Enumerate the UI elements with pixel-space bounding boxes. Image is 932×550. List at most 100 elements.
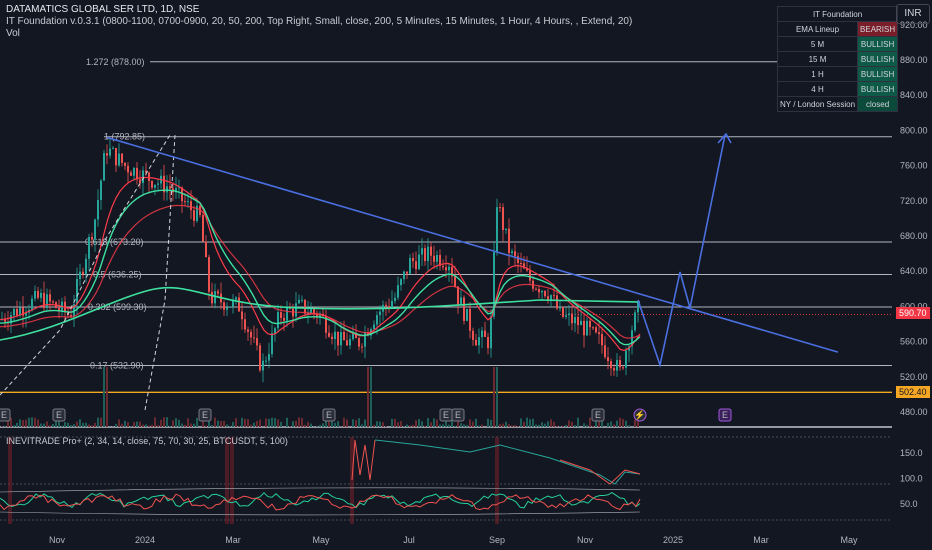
support-price-tag: 502.40 bbox=[896, 386, 930, 398]
candle bbox=[22, 307, 24, 316]
candle bbox=[433, 255, 435, 262]
candle bbox=[445, 267, 447, 271]
volume-bar bbox=[343, 417, 345, 427]
volume-bar bbox=[472, 421, 474, 427]
volume-bar bbox=[118, 419, 120, 427]
volume-bar bbox=[325, 417, 327, 427]
candle bbox=[574, 316, 576, 324]
earnings-marker bbox=[198, 408, 212, 422]
volume-bar bbox=[58, 419, 60, 427]
volume-bar bbox=[403, 426, 405, 427]
volume-bar bbox=[523, 421, 525, 427]
candle bbox=[103, 153, 105, 181]
candle bbox=[613, 368, 615, 371]
volume-bar bbox=[373, 424, 375, 427]
volume-bar bbox=[16, 422, 18, 427]
candle bbox=[109, 148, 111, 156]
price-axis-tick: 720.00 bbox=[900, 196, 928, 206]
ema-mid-line bbox=[0, 204, 641, 339]
candle bbox=[319, 313, 321, 318]
oscillator-upper-red bbox=[559, 459, 641, 485]
candle bbox=[487, 336, 489, 349]
candle bbox=[496, 207, 498, 253]
volume-bar bbox=[304, 424, 306, 427]
volume-bar bbox=[331, 421, 333, 427]
volume-bar bbox=[121, 423, 123, 427]
volume-bar bbox=[103, 367, 105, 427]
earnings-marker bbox=[451, 408, 465, 422]
candle bbox=[136, 167, 138, 180]
candle bbox=[544, 291, 546, 297]
volume-bar bbox=[295, 420, 297, 427]
volume-bar bbox=[601, 419, 603, 427]
oscillator-signal-bar bbox=[8, 437, 12, 524]
candle bbox=[208, 257, 210, 292]
volume-bar bbox=[469, 419, 471, 427]
tf-5m-status: BULLISH bbox=[857, 36, 899, 52]
candle bbox=[13, 308, 15, 316]
volume-bar bbox=[220, 420, 222, 427]
candle bbox=[385, 304, 387, 307]
volume-bar bbox=[616, 420, 618, 427]
candle bbox=[517, 256, 519, 263]
candle bbox=[454, 276, 456, 287]
candle bbox=[100, 180, 102, 201]
tf-15m-status: BULLISH bbox=[857, 51, 899, 67]
volume-bar bbox=[508, 424, 510, 427]
earnings-marker-label: E bbox=[56, 410, 62, 420]
candle bbox=[484, 330, 486, 337]
fib-level-label: 0.382 (599.30) bbox=[88, 302, 147, 312]
candle bbox=[169, 186, 171, 189]
candle bbox=[166, 186, 168, 193]
price-axis-tick: 760.00 bbox=[900, 161, 928, 171]
indicator-legend[interactable]: IT Foundation v.0.3.1 (0800-1100, 0700-0… bbox=[6, 16, 633, 27]
oscillator-slow-line bbox=[0, 493, 641, 511]
volume-bar bbox=[124, 420, 126, 427]
volume-bar bbox=[226, 424, 228, 427]
oscillator-band-upper bbox=[0, 487, 641, 493]
volume-bar bbox=[511, 425, 513, 427]
volume-bar bbox=[196, 417, 198, 427]
oscillator-signal-bar bbox=[225, 437, 229, 524]
candle bbox=[463, 297, 465, 321]
earnings-marker-label: E bbox=[595, 410, 601, 420]
volume-legend[interactable]: Vol bbox=[6, 28, 20, 39]
candle bbox=[592, 327, 594, 329]
candle bbox=[475, 339, 477, 346]
candle bbox=[529, 270, 531, 281]
time-axis-label: 2024 bbox=[135, 535, 155, 545]
volume-bar bbox=[247, 419, 249, 427]
symbol-title[interactable]: DATAMATICS GLOBAL SER LTD, 1D, NSE bbox=[6, 4, 200, 15]
tf-1h-status: BULLISH bbox=[857, 66, 899, 82]
volume-bar bbox=[367, 367, 369, 427]
earnings-marker bbox=[591, 408, 605, 422]
volume-bar bbox=[355, 420, 357, 427]
volume-bar bbox=[91, 425, 93, 427]
volume-bar bbox=[43, 423, 45, 427]
volume-bar bbox=[79, 419, 81, 427]
earnings-marker bbox=[0, 408, 11, 422]
volume-bar bbox=[592, 425, 594, 427]
volume-bar bbox=[4, 425, 6, 427]
oscillator-legend[interactable]: INEVITRADE Pro+ (2, 34, 14, close, 75, 7… bbox=[6, 436, 288, 446]
candle bbox=[196, 205, 198, 221]
table-row-label: 4 H bbox=[776, 81, 859, 97]
currency-selector[interactable]: INR bbox=[896, 4, 930, 24]
candle bbox=[619, 360, 621, 368]
candle bbox=[391, 301, 393, 308]
candle bbox=[538, 288, 540, 293]
oscillator-fast-line bbox=[0, 492, 641, 509]
volume-bar bbox=[370, 367, 372, 427]
time-axis-label: Mar bbox=[225, 535, 241, 545]
candle bbox=[427, 246, 429, 262]
volume-bar bbox=[244, 418, 246, 427]
volume-bar bbox=[460, 423, 462, 427]
future-earnings-marker-label: E bbox=[722, 410, 728, 420]
volume-bar bbox=[151, 424, 153, 427]
table-row-label: 5 M bbox=[776, 36, 859, 52]
ema-green-line bbox=[0, 189, 641, 346]
volume-bar bbox=[346, 419, 348, 427]
candle bbox=[91, 237, 93, 240]
